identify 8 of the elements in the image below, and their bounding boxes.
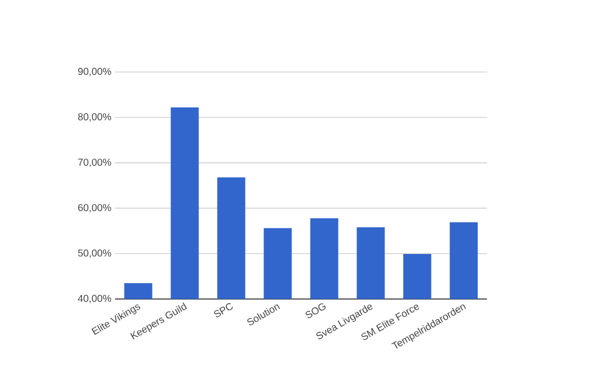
y-tick-label: 40,00% xyxy=(78,294,112,304)
y-tick-label: 80,00% xyxy=(78,113,112,122)
y-tick-label: 90,00% xyxy=(78,68,112,76)
x-tick-label: SOG xyxy=(306,303,326,318)
y-tick-label: 50,00% xyxy=(78,249,112,258)
y-tick-label: 60,00% xyxy=(78,204,112,212)
y-tick-label: 70,00% xyxy=(78,158,112,167)
x-tick-label: SPC xyxy=(214,303,233,318)
